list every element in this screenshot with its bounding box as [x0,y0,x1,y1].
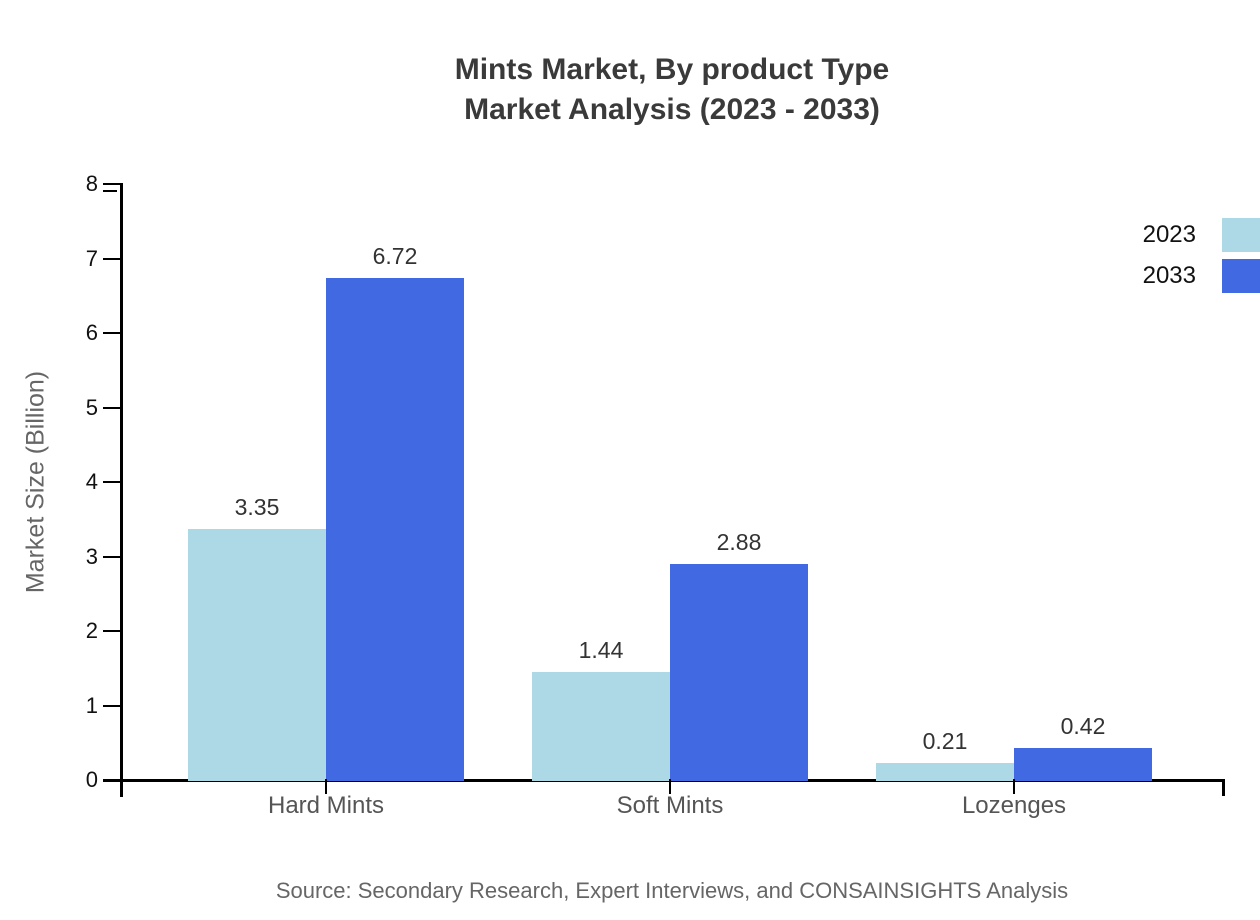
category-tick [669,779,671,794]
y-tick [103,630,120,632]
y-axis-top-cap [103,190,117,192]
bar-2023-2 [876,763,1014,781]
value-label-2023-2: 0.21 [922,728,968,754]
y-tick-label: 3 [85,544,98,569]
y-tick-label: 7 [85,246,98,271]
y-tick [103,332,120,334]
bar-2033-0 [326,278,464,781]
chart-title-line1: Mints Market, By product Type [454,53,890,86]
category-tick [325,779,327,794]
legend-label-2023: 2023 [1142,221,1196,248]
chart-title-line2: Market Analysis (2023 - 2033) [464,93,880,126]
y-tick [103,407,120,409]
legend-swatch-2023 [1222,218,1260,252]
category-label-0: Hard Mints [267,792,385,819]
bar-2023-0 [188,529,326,781]
legend-label-2033: 2033 [1142,262,1196,289]
y-tick-label: 1 [85,693,98,718]
bar-2023-1 [532,672,670,781]
y-tick-label: 5 [85,395,98,420]
y-tick-label: 2 [85,618,98,643]
value-label-2023-0: 3.35 [234,494,280,520]
legend: 2023 2033 [1143,218,1260,293]
value-label-2033-1: 2.88 [716,529,762,555]
y-tick-label: 6 [85,320,98,345]
x-axis-end-tick [1222,779,1225,796]
y-axis-spine [120,183,123,797]
value-label-2033-2: 0.42 [1060,713,1106,739]
category-label-1: Soft Mints [616,792,724,819]
y-tick [103,258,120,260]
y-tick [103,705,120,707]
y-tick [103,779,120,781]
y-tick [103,481,120,483]
bar-2033-2 [1014,748,1152,781]
legend-item-2033: 2033 [1143,259,1260,293]
category-tick [1013,779,1015,794]
source-note: Source: Secondary Research, Expert Inter… [275,878,1069,903]
category-label-2: Lozenges [961,792,1067,819]
legend-item-2023: 2023 [1143,218,1260,252]
y-tick-label: 8 [85,171,98,196]
bar-2033-1 [670,564,808,781]
value-label-2023-1: 1.44 [578,637,624,663]
y-tick-label: 0 [85,767,98,792]
y-tick-label: 4 [85,469,98,494]
legend-swatch-2033 [1222,259,1260,293]
y-tick [103,556,120,558]
chart-title: Mints Market, By product Type Market Ana… [122,50,1222,130]
y-tick [103,183,120,185]
value-label-2033-0: 6.72 [372,243,418,269]
